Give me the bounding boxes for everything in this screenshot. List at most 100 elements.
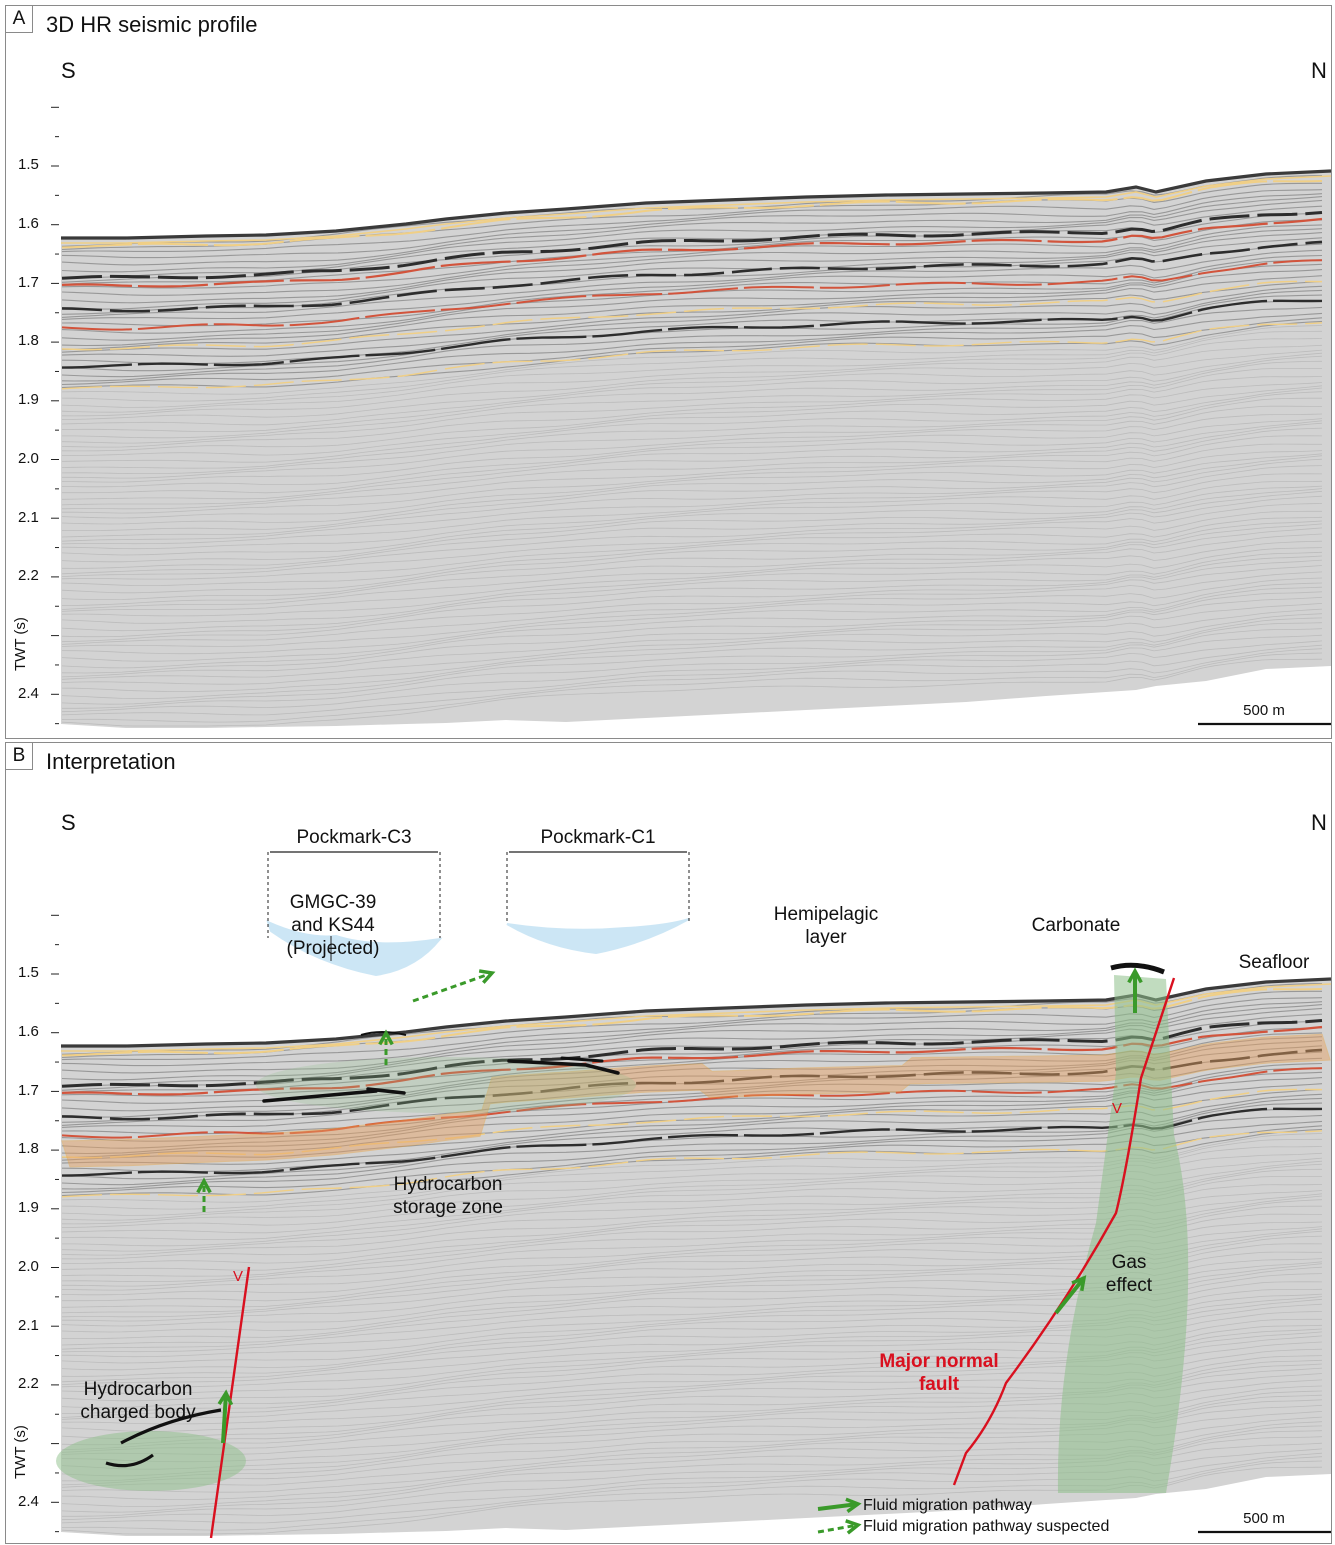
- seismic-reflector: [61, 586, 1323, 655]
- seismic-reflector: [62, 422, 1323, 494]
- seismic-section-a: [51, 106, 1331, 728]
- major-normal-fault: [952, 977, 1176, 1486]
- seismic-reflector: [61, 259, 1323, 327]
- seismic-reflector: [61, 634, 1323, 705]
- carbonate-cap: [1110, 962, 1165, 975]
- south-label: S: [61, 810, 76, 835]
- seismic-reflector: [61, 628, 1323, 699]
- seismic-reflector: [61, 320, 1323, 389]
- seismic-reflector: [61, 652, 1323, 723]
- seismic-reflector: [61, 189, 1323, 253]
- seismic-reflector: [61, 1045, 1323, 1118]
- charged-body-label-line2: charged body: [80, 1402, 196, 1423]
- seismic-reflector: [61, 312, 1323, 382]
- scale-bar-label: 500 m: [1243, 1510, 1285, 1527]
- seismic-strong-reflector: [61, 240, 1323, 313]
- bright-spot-reflector: [262, 1089, 378, 1103]
- seismic-reflector: [62, 368, 1322, 439]
- y-tick-label: 1.8: [18, 1140, 39, 1157]
- seismic-reflector: [61, 355, 1323, 426]
- gas-effect-label-line2: effect: [1105, 1275, 1153, 1296]
- fluid-arrow-suspected-head: [196, 1177, 212, 1194]
- y-axis-label: TWT (s): [12, 617, 29, 671]
- seismic-reflector: [61, 617, 1323, 685]
- seismic-reflector: [61, 503, 1323, 575]
- seismic-reflector: [61, 510, 1322, 577]
- seismic-reflector: [61, 555, 1323, 624]
- seismic-reflector: [61, 473, 1323, 542]
- seismic-reflector: [61, 490, 1323, 563]
- seismic-reflector: [61, 1007, 1323, 1081]
- seismic-reflector: [61, 1067, 1323, 1135]
- seismic-reflector: [61, 254, 1323, 320]
- charged-body-highlight: [56, 1431, 246, 1491]
- seismic-reflector: [61, 516, 1323, 580]
- seismic-reflector: [61, 1004, 1323, 1074]
- seismic-reflector: [61, 249, 1323, 318]
- seismic-strong-reflector: [61, 1130, 1323, 1198]
- seismic-reflector: [61, 275, 1323, 347]
- seismic-reflector: [61, 387, 1323, 456]
- seismic-reflector: [61, 997, 1323, 1061]
- y-tick-label: 1.8: [18, 332, 39, 349]
- seismic-reflector: [61, 453, 1323, 519]
- seismic-reflector: [61, 571, 1323, 643]
- seismic-reflector: [61, 540, 1323, 610]
- y-tick-label: 2.0: [18, 1258, 39, 1275]
- seismic-reflector: [61, 289, 1323, 357]
- seismic-reflector: [61, 317, 1323, 386]
- seismic-reflector: [61, 520, 1323, 586]
- seismic-reflector: [61, 349, 1323, 417]
- legend-solid-arrow: [817, 1502, 859, 1511]
- seismic-reflector: [61, 465, 1323, 538]
- south-label: S: [61, 58, 76, 83]
- seismic-reflector: [61, 1032, 1323, 1097]
- fluid-arrow-suspected: [412, 971, 493, 1003]
- storage-zone-label-line1: Hydrocarbon: [393, 1174, 503, 1195]
- seismic-reflector: [61, 1077, 1323, 1149]
- seismic-reflector: [61, 237, 1323, 310]
- gmgc-label-line2: and KS44: [291, 915, 375, 936]
- seismic-reflector: [61, 527, 1323, 600]
- seismic-reflector: [61, 1020, 1323, 1091]
- charged-body-label-line1: Hydrocarbon: [83, 1379, 193, 1400]
- bright-spot-reflector: [360, 1031, 407, 1036]
- y-tick-label: 2.1: [18, 509, 39, 526]
- panel-title: Interpretation: [46, 749, 176, 774]
- fault-sense-mark: V: [232, 1268, 243, 1285]
- fluid-arrow: [1054, 1276, 1086, 1315]
- seismic-reflector: [61, 523, 1323, 594]
- seismic-reflector: [61, 420, 1323, 488]
- seismic-reflector: [61, 212, 1323, 283]
- panel-title: 3D HR seismic profile: [46, 12, 258, 37]
- panel-a: A 3D HR seismic profile S N 1.5 1.6 1.7 …: [5, 5, 1332, 739]
- seismic-reflector: [61, 352, 1323, 420]
- seismic-strong-reflector: [61, 1088, 1323, 1159]
- seismic-reflector: [61, 533, 1323, 606]
- seismic-reflector: [61, 193, 1323, 259]
- seismic-reflector: [61, 228, 1323, 296]
- seismic-reflector: [61, 1040, 1323, 1112]
- fluid-arrow-head: [1071, 1275, 1087, 1292]
- seismic-reflector: [61, 435, 1323, 506]
- pockmark-c1-label: Pockmark-C1: [540, 827, 656, 848]
- storage-zone-label-line2: storage zone: [393, 1197, 503, 1218]
- seafloor-reflector: [61, 169, 1331, 240]
- seismic-reflector: [61, 480, 1323, 545]
- seismic-reflector: [61, 582, 1323, 647]
- north-label: N: [1311, 58, 1327, 83]
- seismic-reflector: [61, 306, 1323, 378]
- seismic-strong-reflector: [61, 217, 1323, 288]
- seismic-reflector: [61, 199, 1323, 273]
- seismic-reflector: [61, 547, 1323, 612]
- bright-spot-reflector: [560, 1056, 604, 1063]
- seismic-reflector: [61, 196, 1323, 266]
- fluid-arrow-head: [217, 1389, 234, 1406]
- gas-effect-label-line1: Gas: [1111, 1252, 1147, 1273]
- legend-dashed-arrow-head: [845, 1519, 862, 1535]
- fault-label-line1: Major normal: [879, 1351, 999, 1372]
- seismic-reflector: [61, 658, 1323, 727]
- seismic-strong-reflector: [61, 259, 1323, 331]
- seismic-strong-reflector: [61, 1048, 1323, 1121]
- pockmark-c3-label: Pockmark-C3: [296, 827, 412, 848]
